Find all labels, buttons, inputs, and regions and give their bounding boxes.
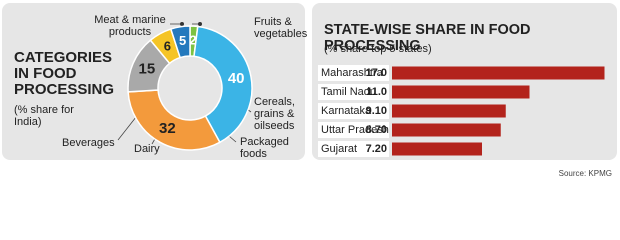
right-panel [312,3,617,160]
left-title: CATEGORIES IN FOOD PROCESSING [14,49,115,98]
label-box [318,141,389,157]
label-box [318,84,389,100]
bar [392,104,506,118]
category-label: Maharashtra [321,67,384,79]
bar [392,123,501,137]
category-label: Beverages [62,137,115,149]
label-box [318,122,389,138]
category-label: Karnataka [321,105,372,117]
category-label: Packaged foods [240,136,289,160]
category-label: Fruits & vegetables [254,16,308,40]
label-box [318,65,389,81]
right-title: STATE-WISE SHARE IN FOOD PROCESSING [324,22,531,54]
source: Source: KPMG [558,169,612,178]
donut-slice [193,25,253,144]
bar [392,66,605,80]
value-label: 11.0 [366,86,387,98]
slice-label: 2 [189,33,196,48]
slice-label: 40 [228,70,245,87]
bar [392,142,482,156]
category-label: Dairy [134,143,160,155]
slice-label: 15 [139,60,156,77]
category-label: Cereals, grains & oilseeds [254,96,295,132]
category-label: Meat & marine products [94,14,166,38]
left-subtitle: (% share for India) [14,104,74,128]
label-box [318,103,389,119]
value-label: 8.70 [366,124,387,136]
value-label: 17.0 [366,67,387,79]
slice-label: 5 [179,33,186,48]
category-label: Tamil Nadu [321,86,376,98]
category-label: Gujarat [321,143,357,155]
donut-slice [127,89,221,151]
bar [392,85,530,99]
slice-label: 32 [159,120,176,137]
slice-label: 6 [164,38,171,53]
right-subtitle: (% share top 5 states) [324,43,432,55]
value-label: 7.20 [366,143,387,155]
value-label: 9.10 [366,105,387,117]
category-label: Uttar Pradesh [321,124,389,136]
donut-slice [169,25,191,59]
infographic: 2 40 32 15 6 5 Maharashtra 17.0 Tamil Nadu 11.0 Ka… [2,3,617,178]
